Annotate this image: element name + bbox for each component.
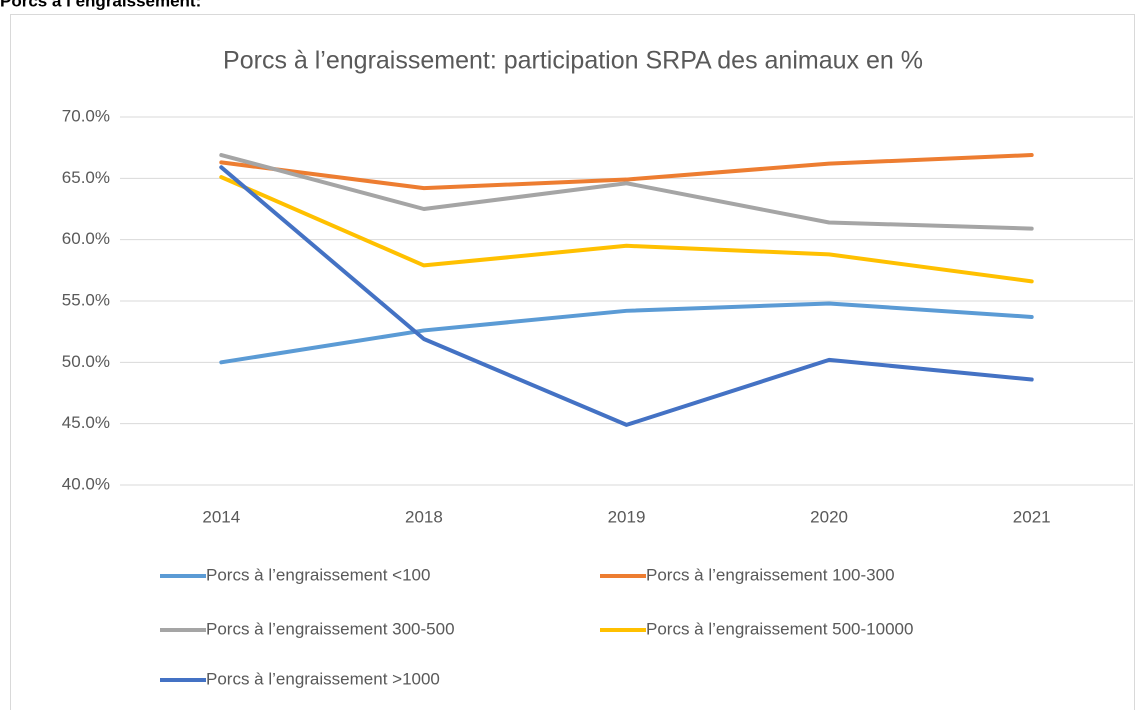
x-tick-label: 2014	[202, 507, 240, 526]
legend-label: Porcs à l’engraissement 100-300	[646, 565, 895, 584]
line	[219, 153, 1034, 191]
y-tick-label: 45.0%	[62, 413, 110, 432]
chart-title: Porcs à l’engraissement: participation S…	[223, 47, 923, 75]
x-tick-label: 2018	[405, 507, 443, 526]
y-tick-label: 70.0%	[62, 106, 110, 125]
legend-label: Porcs à l’engraissement <100	[206, 565, 430, 584]
y-tick-label: 50.0%	[62, 352, 110, 371]
y-tick-label: 55.0%	[62, 290, 110, 309]
line	[219, 165, 1034, 427]
line	[219, 301, 1034, 365]
y-tick-label: 40.0%	[62, 474, 110, 493]
legend-label: Porcs à l’engraissement >1000	[206, 669, 440, 688]
x-tick-label: 2019	[608, 507, 646, 526]
y-tick-label: 60.0%	[62, 229, 110, 248]
line	[219, 153, 1034, 231]
legend-label: Porcs à l’engraissement 500-10000	[646, 619, 913, 638]
y-tick-label: 65.0%	[62, 168, 110, 187]
x-tick-label: 2020	[810, 507, 848, 526]
line	[219, 175, 1034, 284]
heading: Porcs à l’engraissement:	[0, 0, 201, 10]
x-tick-label: 2021	[1013, 507, 1051, 526]
legend-label: Porcs à l’engraissement 300-500	[206, 619, 455, 638]
